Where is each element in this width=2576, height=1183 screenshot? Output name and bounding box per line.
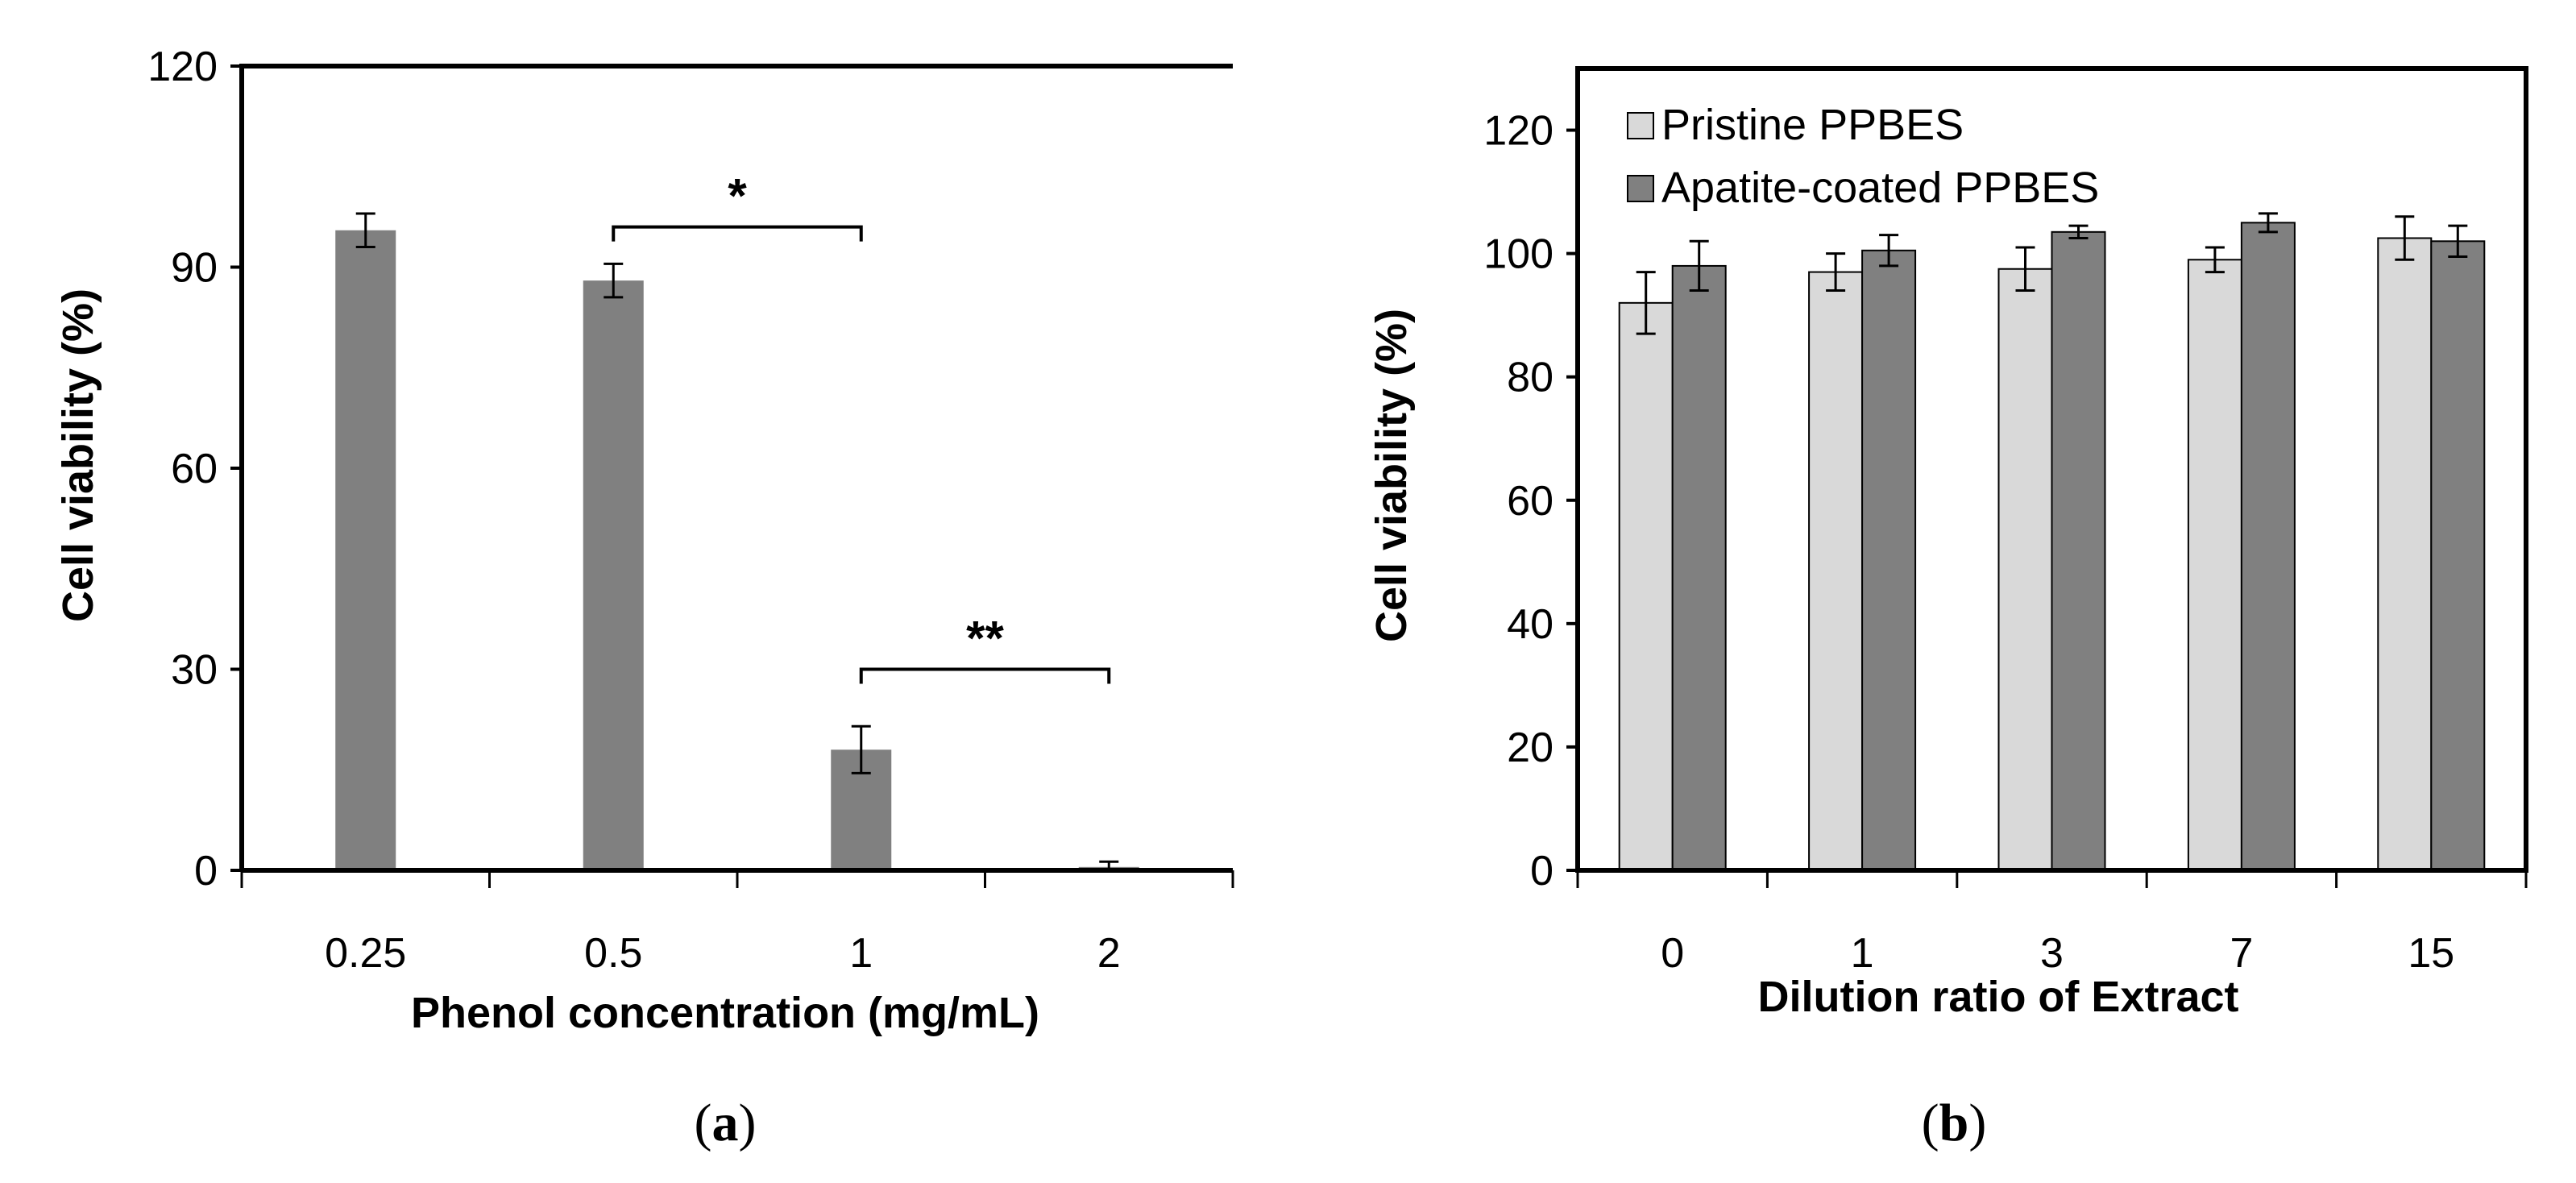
b-bar-pristine [2187, 259, 2242, 871]
a-y-axis-title: Cell viability (%) [54, 288, 102, 622]
b-bar-apatite [1671, 264, 1727, 871]
b-bars [1575, 66, 2528, 888]
a-y-tick-label: 120 [147, 44, 218, 90]
a-y-tick-label: 90 [171, 245, 218, 292]
b-y-tick-label: 40 [1507, 601, 1553, 648]
b-bar-apatite [1861, 249, 1917, 871]
b-legend-label-pristine: Pristine PPBES [1661, 101, 1964, 149]
a-y-tick-label: 0 [194, 848, 218, 895]
a-bar [335, 230, 396, 871]
b-x-tick-label: 1 [1851, 930, 1874, 977]
b-y-tick-label: 20 [1507, 724, 1553, 771]
panel-b-chart: 0 20 40 60 80 100 120 0 1 3 7 15 Pristine PPBES Ap… [1367, 66, 2528, 1152]
b-bar-apatite [2430, 240, 2486, 871]
b-legend-swatch-apatite [1627, 175, 1654, 202]
a-significance-star-2: ** [966, 612, 1004, 666]
a-significance-annotations: * ** [612, 169, 1111, 684]
b-x-tick-label: 15 [2408, 930, 2454, 977]
b-bar-apatite [2240, 222, 2296, 872]
a-y-tick-label: 60 [171, 446, 218, 492]
b-x-tick-label: 7 [2230, 930, 2253, 977]
a-bars [239, 64, 1234, 888]
a-significance-bracket [612, 225, 863, 242]
b-bar-pristine [1618, 301, 1674, 872]
a-y-tick-label: 30 [171, 647, 218, 694]
a-caption-letter: a [712, 1094, 739, 1152]
a-significance-bracket [859, 667, 1111, 684]
b-plot-border [1575, 66, 2528, 873]
b-y-tick-label: 80 [1507, 355, 1553, 401]
b-caption-letter: b [1939, 1094, 1969, 1152]
b-y-tick-label: 120 [1483, 108, 1553, 155]
b-legend-swatch-pristine [1627, 112, 1654, 139]
b-legend: Pristine PPBES Apatite-coated PPBES [1627, 101, 2099, 212]
b-y-tick-label: 0 [1530, 848, 1553, 895]
b-y-tick-label: 60 [1507, 478, 1553, 525]
a-significance-star-1: * [728, 169, 747, 223]
a-x-tick-label: 0.5 [584, 930, 642, 977]
b-bar-pristine [1997, 268, 2053, 871]
b-bar-pristine [1808, 271, 1864, 872]
a-x-axis-title: Phenol concentration (mg/mL) [411, 989, 1039, 1037]
b-x-axis-title: Dilution ratio of Extract [1757, 973, 2238, 1021]
a-bar [583, 280, 644, 871]
b-caption: (b) [1922, 1094, 1987, 1152]
b-bar-pristine [2377, 237, 2433, 871]
a-x-tick-label: 0.25 [325, 930, 406, 977]
panel-a-chart: 0 30 60 90 120 * ** 0.25 0.5 1 2 Phenol concent… [54, 44, 1234, 1152]
a-x-tick-labels: 0.25 0.5 1 2 [325, 930, 1121, 977]
b-y-tick-label: 100 [1483, 231, 1553, 278]
b-x-tick-label: 0 [1661, 930, 1684, 977]
b-bar-apatite [2051, 230, 2106, 872]
b-legend-label-apatite: Apatite-coated PPBES [1661, 164, 2099, 212]
b-x-tick-label: 3 [2040, 930, 2064, 977]
a-x-tick-label: 2 [1097, 930, 1121, 977]
a-caption: (a) [695, 1094, 757, 1152]
b-x-tick-labels: 0 1 3 7 15 [1661, 930, 2454, 977]
b-y-ticks: 0 20 40 60 80 100 120 [1483, 108, 1578, 895]
a-x-tick-label: 1 [849, 930, 873, 977]
b-y-axis-title: Cell viability (%) [1367, 309, 1416, 642]
a-y-ticks: 0 30 60 90 120 [147, 44, 242, 895]
